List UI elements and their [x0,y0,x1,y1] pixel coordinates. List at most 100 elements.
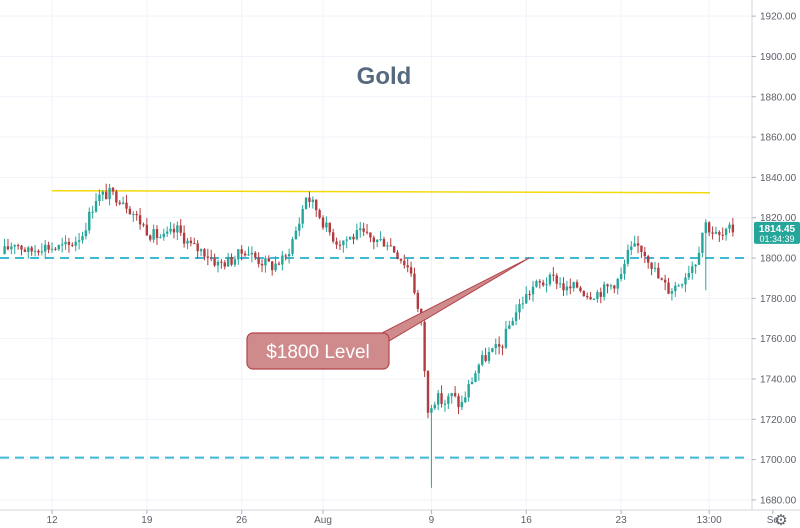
candle-body [504,328,508,348]
candle-body [409,267,413,274]
candle-body [433,404,436,409]
candle-body [680,284,684,286]
x-tick-label: 26 [236,515,248,526]
candle-body [491,348,494,352]
candle-body [623,263,626,275]
candle-body [274,263,277,271]
candle-body [338,244,342,246]
candle-body [718,232,721,235]
candle-body [365,231,369,233]
candle-body [457,396,460,408]
candle-body [135,214,138,216]
candle-body [10,246,13,250]
candle-body [233,259,237,265]
candle-body [430,408,433,413]
candle-body [684,277,687,285]
candle-body [162,233,165,238]
candle-body [57,245,60,250]
candle-body [203,249,206,257]
candle-body [165,231,169,234]
callout-1800-level: $1800 Level [246,257,530,370]
candle-body [315,199,318,211]
candle-body [389,245,392,247]
candle-body [396,252,399,259]
candle-body [359,228,362,231]
y-tick-label: 1880.00 [760,92,797,103]
candle-body [152,229,155,240]
candle-body [555,275,558,284]
price-axis-panel[interactable] [752,0,800,510]
last-price-badge: 1814.45 01:34:39 [754,221,800,244]
candle-body [470,381,474,385]
candle-body [81,236,84,241]
last-price-badge-bg [754,221,800,244]
candle-body [372,237,376,243]
candle-body [497,344,501,347]
candle-body [277,263,281,265]
candle-body [376,239,379,243]
candle-body [514,312,518,321]
candle-body [386,245,389,247]
candle-body [674,285,677,292]
candle-body [257,257,260,264]
candle-body [220,261,223,263]
y-tick-label: 1900.00 [760,52,797,63]
candle-body [714,232,718,234]
candle-body [77,240,81,242]
candle-body [155,229,159,238]
candle-body [694,264,697,267]
chart-title: Gold [357,63,412,90]
callout-box [246,332,390,370]
candle-body [392,246,396,253]
y-tick-label: 1840.00 [760,173,797,184]
candle-body [413,273,416,293]
candle-body [284,255,287,257]
candle-body [426,371,430,413]
candle-body [501,346,504,348]
candle-body [240,249,243,254]
candle-body [667,282,670,294]
candle-body [436,393,440,405]
candle-body [562,283,565,291]
candle-body [589,297,592,300]
y-tick-label: 1700.00 [760,455,797,466]
candle-body [636,243,640,246]
candle-body [325,222,328,228]
candle-body [199,249,203,252]
candle-body [697,252,701,265]
candle-body [643,251,647,257]
last-price-label: 1814.45 [759,224,796,235]
candle-body [657,267,660,279]
candle-body [226,256,230,267]
candle-body [264,258,267,266]
candle-body [159,237,162,239]
candle-body [464,397,467,403]
candle-body [206,256,210,258]
candle-body [582,291,586,296]
candle-body [345,239,348,241]
candle-body [328,222,331,233]
candle-body [687,273,691,278]
candle-body [105,191,108,200]
candle-body [382,238,386,247]
candle-body [352,236,355,240]
candle-body [406,265,409,268]
time-axis-panel[interactable] [0,510,752,528]
candle-body [216,261,220,266]
x-tick-label: 12 [46,515,58,526]
candle-body [281,255,284,265]
candle-body [586,295,589,298]
x-tick-label: 16 [521,515,533,526]
candle-body [318,210,321,218]
candle-body [16,245,20,247]
candle-body [613,285,616,289]
candle-body [267,258,270,262]
x-tick-label: 9 [429,515,435,526]
candle-body [494,344,497,349]
candle-body [331,232,335,242]
candle-body [47,244,50,250]
gear-icon[interactable]: ⚙ [774,511,787,528]
candle-body [6,246,10,250]
candle-body [40,251,44,253]
